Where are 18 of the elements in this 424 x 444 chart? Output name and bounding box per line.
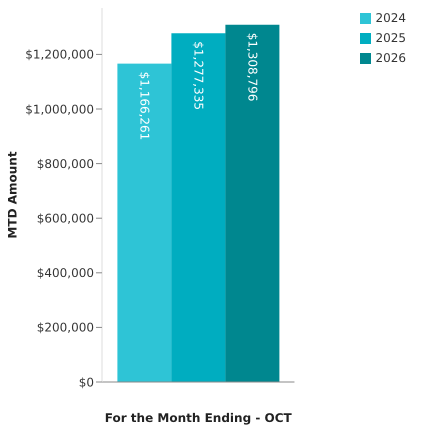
bar — [171, 33, 226, 382]
y-tick-label: $0 — [78, 375, 94, 390]
x-axis-title: For the Month Ending - OCT — [104, 411, 293, 425]
y-tick-label: $200,000 — [36, 320, 94, 335]
bar — [225, 24, 280, 382]
bar — [117, 64, 172, 382]
y-tick-label: $800,000 — [36, 156, 94, 171]
y-tick-label: $1,200,000 — [25, 48, 94, 62]
y-axis-title: MTD Amount — [5, 151, 20, 239]
y-tick-label: $400,000 — [36, 266, 94, 280]
legend-label: 2026 — [375, 51, 406, 65]
legend-label: 2025 — [375, 31, 406, 45]
y-tick-label: $1,000,000 — [25, 102, 94, 116]
y-tick-label: $600,000 — [36, 211, 94, 226]
legend-label: 2024 — [375, 11, 406, 25]
data-label: $1,166,261 — [137, 72, 152, 140]
data-label: $1,277,335 — [191, 41, 206, 110]
data-label: $1,308,796 — [245, 32, 260, 102]
